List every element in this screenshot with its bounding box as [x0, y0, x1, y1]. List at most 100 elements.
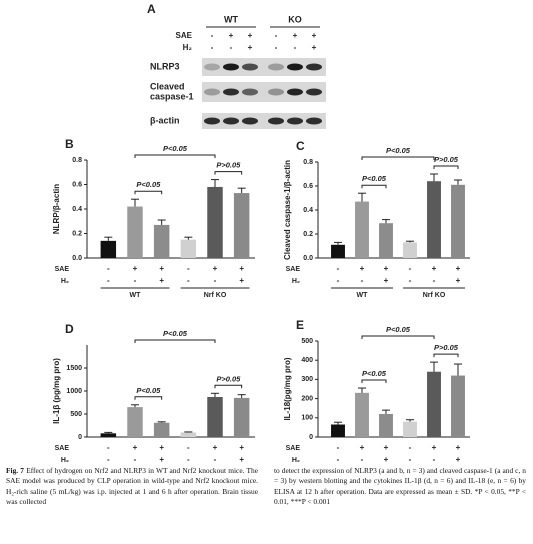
- blot-band: [204, 117, 220, 125]
- condition-sign: +: [159, 264, 164, 273]
- condition-sign: +: [432, 443, 437, 452]
- condition-sign: +: [239, 276, 244, 285]
- condition-sign: +: [239, 455, 244, 464]
- bar: [153, 224, 170, 258]
- bar: [127, 407, 143, 437]
- bar: [403, 421, 417, 437]
- significance-label: P<0.05: [386, 325, 411, 334]
- y-tick-label: 0: [309, 434, 313, 441]
- y-tick-label: 200: [301, 395, 313, 402]
- bar: [355, 201, 369, 258]
- significance-bracket: [134, 190, 163, 195]
- condition-sign: -: [187, 443, 190, 452]
- significance-bracket: [361, 184, 387, 189]
- condition-name: SAE: [286, 266, 301, 273]
- condition-sign: +: [248, 43, 253, 52]
- condition-sign: -: [409, 276, 412, 285]
- condition-sign: -: [409, 455, 412, 464]
- bar: [207, 186, 223, 258]
- y-tick-label: 1500: [66, 365, 82, 372]
- condition-sign: -: [433, 276, 436, 285]
- blot-band: [287, 117, 303, 125]
- condition-sign: -: [230, 43, 233, 52]
- condition-sign: +: [293, 31, 298, 40]
- blot-row-label: Cleaved: [150, 81, 185, 91]
- significance-bracket: [214, 384, 243, 389]
- panel-label: A: [147, 2, 156, 16]
- y-tick-label: 1000: [66, 388, 82, 395]
- blot-band: [242, 63, 258, 71]
- condition-sign: -: [409, 264, 412, 273]
- condition-sign: -: [187, 455, 190, 464]
- significance-label: P<0.05: [163, 144, 188, 153]
- condition-sign: -: [211, 31, 214, 40]
- condition-sign: -: [409, 443, 412, 452]
- condition-sign: -: [337, 276, 340, 285]
- panel-label: E: [296, 318, 304, 332]
- significance-label: P>0.05: [434, 343, 459, 352]
- significance-bracket: [134, 396, 163, 400]
- condition-sign: +: [133, 443, 138, 452]
- blot-band: [306, 88, 322, 96]
- blot-row-label: NLRP3: [150, 61, 180, 71]
- bar: [427, 371, 441, 437]
- group-label: WT: [224, 14, 238, 24]
- condition-sign: +: [133, 264, 138, 273]
- significance-label: P>0.05: [434, 155, 459, 164]
- condition-sign: -: [107, 443, 110, 452]
- condition-sign: +: [312, 31, 317, 40]
- caption-text: Effect of hydrogen on Nrf2 and NLRP3 in …: [6, 466, 259, 507]
- condition-name: H₂: [292, 278, 300, 285]
- blot-row-label: β-actin: [150, 115, 180, 125]
- blot-band: [204, 88, 220, 96]
- condition-name: H₂: [183, 43, 193, 52]
- condition-sign: +: [213, 443, 218, 452]
- significance-bracket: [134, 154, 216, 158]
- significance-label: P<0.05: [362, 174, 387, 183]
- bar: [451, 375, 465, 437]
- condition-sign: -: [134, 276, 137, 285]
- y-tick-label: 400: [301, 357, 313, 364]
- condition-sign: -: [107, 264, 110, 273]
- bar: [153, 422, 170, 437]
- blot-band: [268, 88, 284, 96]
- group-label: KO: [288, 14, 302, 24]
- caption-right: to detect the expression of NLRP3 (a and…: [274, 466, 526, 507]
- condition-sign: +: [360, 264, 365, 273]
- blot-band: [268, 117, 284, 125]
- blot-strip: [202, 58, 326, 76]
- condition-name: SAE: [286, 445, 301, 452]
- bar: [331, 424, 345, 437]
- condition-name: H₂: [61, 457, 69, 464]
- blot-band: [204, 63, 220, 71]
- condition-sign: -: [187, 264, 190, 273]
- condition-sign: +: [384, 443, 389, 452]
- condition-sign: -: [337, 443, 340, 452]
- significance-bracket: [361, 379, 387, 384]
- y-tick-label: 0.0: [303, 255, 313, 262]
- condition-sign: +: [384, 264, 389, 273]
- y-tick-label: 0.8: [303, 159, 313, 166]
- y-tick-label: 0.0: [72, 255, 82, 262]
- condition-sign: +: [248, 31, 253, 40]
- significance-bracket: [433, 353, 459, 358]
- significance-label: P<0.05: [136, 180, 161, 189]
- caption: Fig. 7 Effect of hydrogen on Nrf2 and NL…: [0, 466, 533, 544]
- condition-sign: +: [360, 443, 365, 452]
- bar: [100, 240, 117, 258]
- condition-sign: +: [384, 455, 389, 464]
- condition-sign: +: [159, 276, 164, 285]
- condition-sign: +: [432, 264, 437, 273]
- condition-sign: -: [214, 276, 217, 285]
- condition-sign: -: [275, 31, 278, 40]
- blot-band: [306, 63, 322, 71]
- bar: [451, 184, 465, 258]
- bar: [180, 239, 197, 258]
- condition-sign: +: [159, 455, 164, 464]
- condition-sign: +: [229, 31, 234, 40]
- condition-sign: -: [361, 276, 364, 285]
- condition-sign: -: [433, 455, 436, 464]
- y-tick-label: 0.6: [303, 183, 313, 190]
- condition-sign: -: [361, 455, 364, 464]
